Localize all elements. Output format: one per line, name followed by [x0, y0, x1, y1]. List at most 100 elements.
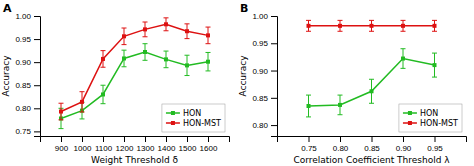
y-axis-line [271, 17, 278, 137]
y-tick-label: 0.75 [15, 127, 31, 136]
y-tick-label: 0.90 [15, 58, 31, 67]
legend-label: HON [183, 109, 201, 118]
y-tick: 0.80 [15, 104, 40, 113]
y-axis: 0.800.850.900.951.00 [252, 12, 277, 136]
y-tick-label: 0.90 [252, 67, 268, 76]
error-bar-cap [185, 38, 190, 39]
x-tick-mark [372, 136, 373, 142]
y-tick-mark [271, 16, 277, 17]
error-bar-cap [122, 50, 127, 51]
x-tick-mark [166, 136, 167, 142]
plot-area: 900 1000110012001300140015001600 0.75 0.80 0… [1, 12, 230, 165]
error-bar-cap [206, 27, 211, 28]
y-tick: 0.75 [15, 127, 40, 136]
error-bar-cap [122, 28, 127, 29]
x-tick: 1100 [95, 136, 113, 153]
y-tick-mark [271, 125, 277, 126]
error-bar-cap [143, 43, 148, 44]
x-tick-label: 0.80 [333, 144, 349, 153]
error-bar-cap [143, 36, 148, 37]
y-tick-mark [271, 43, 277, 44]
y-tick: 1.00 [252, 12, 277, 21]
error-bar-cap [369, 103, 374, 104]
point [122, 34, 126, 38]
error-bar-cap [185, 23, 190, 24]
error-bar-cap [59, 119, 64, 120]
x-tick-mark [103, 136, 104, 142]
plot-area: 0.750.800.850.900.950.800.850.900.951.00… [238, 12, 467, 165]
error-bar-cap [122, 44, 127, 45]
error-bar [143, 44, 148, 61]
x-tick-label: 1500 [179, 144, 197, 153]
x-tick-label: 1400 [158, 144, 176, 153]
y-tick: 0.90 [15, 58, 40, 67]
error-bar-cap [432, 77, 437, 78]
point [164, 57, 168, 61]
point [433, 63, 437, 67]
x-tick-label: 1600 [200, 144, 218, 153]
error-bar-cap [80, 112, 85, 113]
x-tick-label: 0.90 [396, 144, 412, 153]
error-bar-cap [80, 118, 85, 119]
legend-label: HON-MST [183, 119, 221, 128]
legend-marker [408, 111, 412, 115]
point [143, 50, 147, 54]
y-tick: 0.80 [252, 121, 277, 130]
panel-title: A [3, 2, 12, 15]
point [307, 24, 311, 28]
point [59, 110, 63, 114]
error-bar-cap [401, 48, 406, 49]
point [206, 33, 210, 37]
panel-title: B [240, 2, 248, 15]
error-bar-cap [338, 95, 343, 96]
x-tick-mark [187, 136, 188, 142]
error-bar-cap [185, 75, 190, 76]
error-bar-cap [101, 103, 106, 104]
series [59, 44, 211, 129]
point [370, 89, 374, 93]
series-line [309, 59, 435, 106]
error-bar-cap [369, 20, 374, 21]
legend-label: HON-MST [420, 119, 458, 128]
legend-entry: HON [403, 109, 438, 118]
error-bar-cap [432, 20, 437, 21]
error-bar [59, 103, 64, 120]
y-tick-mark [271, 98, 277, 99]
y-tick-mark [34, 108, 40, 109]
x-tick: 0.75 [301, 136, 317, 153]
error-bar [185, 24, 190, 39]
point [143, 27, 147, 31]
error-bar-cap [338, 114, 343, 115]
y-tick: 0.95 [252, 39, 277, 48]
point [185, 63, 189, 67]
error-bar-cap [206, 70, 211, 71]
error-bar-cap [164, 67, 169, 68]
y-tick: 0.95 [15, 35, 40, 44]
error-bar [80, 92, 85, 112]
x-tick-mark [340, 136, 341, 142]
error-bar-cap [369, 79, 374, 80]
x-tick: 1300 [137, 136, 155, 153]
error-bar [143, 22, 148, 37]
x-tick-label: 0.95 [427, 144, 443, 153]
y-tick-mark [271, 71, 277, 72]
x-tick-label: 900 [55, 144, 69, 153]
point [185, 29, 189, 33]
x-tick-mark [145, 136, 146, 142]
x-tick-label: 1100 [95, 144, 113, 153]
y-tick-mark [34, 16, 40, 17]
x-tick: 900 [55, 136, 69, 153]
y-tick: 1.00 [15, 12, 40, 21]
error-bar [101, 51, 106, 68]
x-tick-label: 1200 [116, 144, 134, 153]
error-bar [206, 52, 211, 70]
y-tick-label: 1.00 [15, 12, 31, 21]
error-bar [432, 53, 437, 77]
error-bar-cap [206, 43, 211, 44]
x-tick: 1200 [116, 136, 134, 153]
x-tick: 1000 [74, 136, 92, 153]
error-bar-cap [306, 20, 311, 21]
error-bar [306, 20, 311, 31]
error-bar [164, 51, 169, 68]
error-bar-cap [122, 66, 127, 67]
